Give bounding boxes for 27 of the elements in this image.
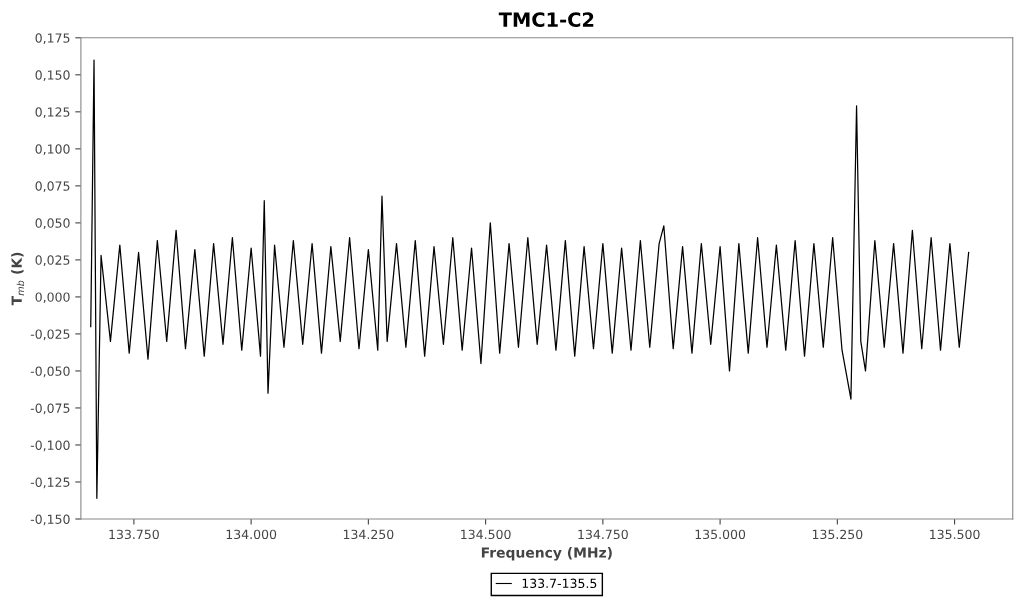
y-tick-label: -0,125: [30, 477, 70, 489]
y-tick-label: 0,025: [35, 255, 70, 267]
x-tick-label: 135.000: [695, 529, 746, 540]
x-tick-label: 134.000: [226, 529, 277, 540]
y-tick-label: 0,125: [35, 107, 70, 119]
x-tick-label: 134.500: [461, 529, 511, 540]
x-tick-label: 134.250: [343, 529, 394, 540]
y-tick-label: -0,025: [30, 329, 70, 341]
y-tick-label: -0,100: [30, 440, 70, 452]
y-tick-label: -0,075: [30, 403, 70, 415]
x-tick-label: 135.250: [812, 529, 863, 540]
chart-title: TMC1-C2: [498, 12, 594, 27]
x-tick-label: 133.750: [109, 529, 159, 540]
y-tick-label: 0,075: [35, 181, 70, 193]
legend-label: 133.7-135.5: [522, 578, 597, 589]
y-tick-label: 0,175: [35, 33, 70, 44]
y-tick-label: 0,100: [35, 144, 70, 156]
y-tick-label: -0,150: [30, 514, 70, 526]
y-axis-title: T$_{mb}$ (K): [11, 252, 25, 306]
y-tick-label: 0,050: [35, 218, 70, 230]
x-tick-label: 134.750: [578, 529, 628, 540]
y-tick-label: 0,000: [35, 292, 70, 304]
line-series: [90, 59, 970, 499]
x-axis-title: Frequency (MHz): [481, 547, 612, 561]
y-tick-label: -0,050: [30, 366, 70, 378]
y-tick-label: 0,150: [35, 70, 70, 82]
x-tick-label: 135.500: [930, 529, 980, 540]
